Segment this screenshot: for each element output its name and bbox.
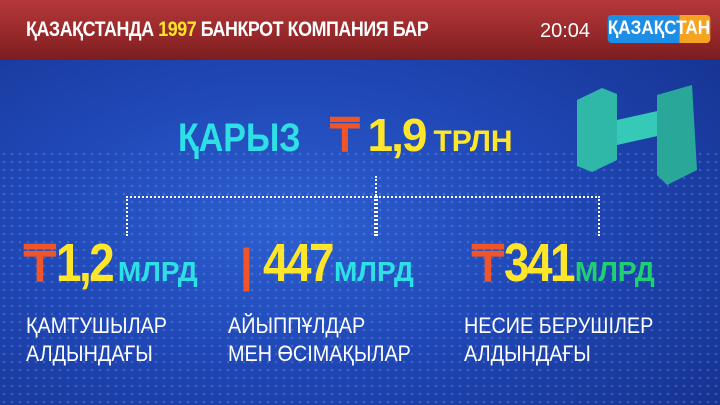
total-label: ҚАРЫЗ (178, 116, 301, 160)
item-description: ҚАМТУШЫЛАР АЛДЫНДАҒЫ (26, 312, 167, 368)
dot-grid-decoration (0, 150, 720, 405)
headline-number: 1997 (158, 18, 197, 41)
desc-line: АЛДЫНДАҒЫ (464, 341, 591, 366)
headline-text: БАНКРОТ КОМПАНИЯ БАР (200, 18, 429, 41)
item-unit: МЛРД (117, 256, 198, 287)
item-value: 1,2 (55, 233, 115, 293)
debt-item-fines: | 447 МЛРД (240, 232, 414, 294)
debt-item-employees: ₸ 1,2 МЛРД (24, 232, 198, 294)
channel-logo: ҚАЗАҚСТАН (607, 15, 711, 43)
item-unit: МЛРД (333, 256, 414, 287)
total-debt: ҚАРЫЗ ₸ 1,9 ТРЛН (178, 108, 513, 162)
tenge-icon: ₸ (330, 109, 360, 161)
desc-line: ҚАМТУШЫЛАР (26, 313, 167, 338)
item-description: НЕСИЕ БЕРУШІЛЕР АЛДЫНДАҒЫ (464, 312, 653, 368)
total-value: 1,9 (367, 109, 427, 161)
news-ticker-bar: ҚАЗАҚСТАНДА 1997 БАНКРОТ КОМПАНИЯ БАР 20… (0, 0, 720, 60)
headline-text: ҚАЗАҚСТАНДА (26, 18, 154, 41)
item-value: 447 (262, 233, 334, 293)
connector-right (376, 196, 600, 236)
item-value: 341 (503, 233, 575, 293)
tenge-icon: ₸ (24, 236, 56, 292)
debt-item-creditors: ₸ 341 МЛРД (472, 232, 655, 294)
tenge-icon: | (240, 239, 253, 291)
tenge-icon: ₸ (472, 236, 504, 292)
total-unit: ТРЛН (433, 125, 513, 158)
desc-line: АЙЫППҰЛДАР (228, 313, 366, 338)
item-description: АЙЫППҰЛДАР МЕН ӨСІМАҚЫЛАР (228, 312, 411, 368)
desc-line: МЕН ӨСІМАҚЫЛАР (228, 341, 411, 366)
connector-stub (375, 176, 377, 196)
headline: ҚАЗАҚСТАНДА 1997 БАНКРОТ КОМПАНИЯ БАР (26, 18, 429, 42)
desc-line: НЕСИЕ БЕРУШІЛЕР (464, 313, 654, 338)
connector-left (126, 196, 376, 236)
item-unit: МЛРД (574, 256, 655, 287)
clock: 20:04 (540, 20, 591, 42)
desc-line: АЛДЫНДАҒЫ (26, 341, 153, 366)
bankruptcy-stamp-icon (577, 85, 697, 185)
